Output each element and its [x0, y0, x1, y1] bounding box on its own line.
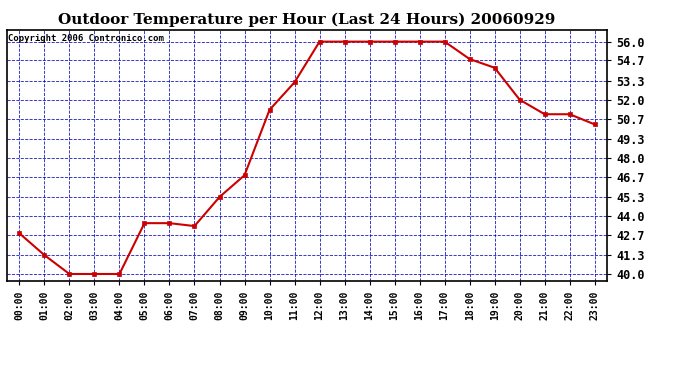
Title: Outdoor Temperature per Hour (Last 24 Hours) 20060929: Outdoor Temperature per Hour (Last 24 Ho…: [59, 13, 555, 27]
Text: Copyright 2006 Contronico.com: Copyright 2006 Contronico.com: [8, 34, 164, 43]
